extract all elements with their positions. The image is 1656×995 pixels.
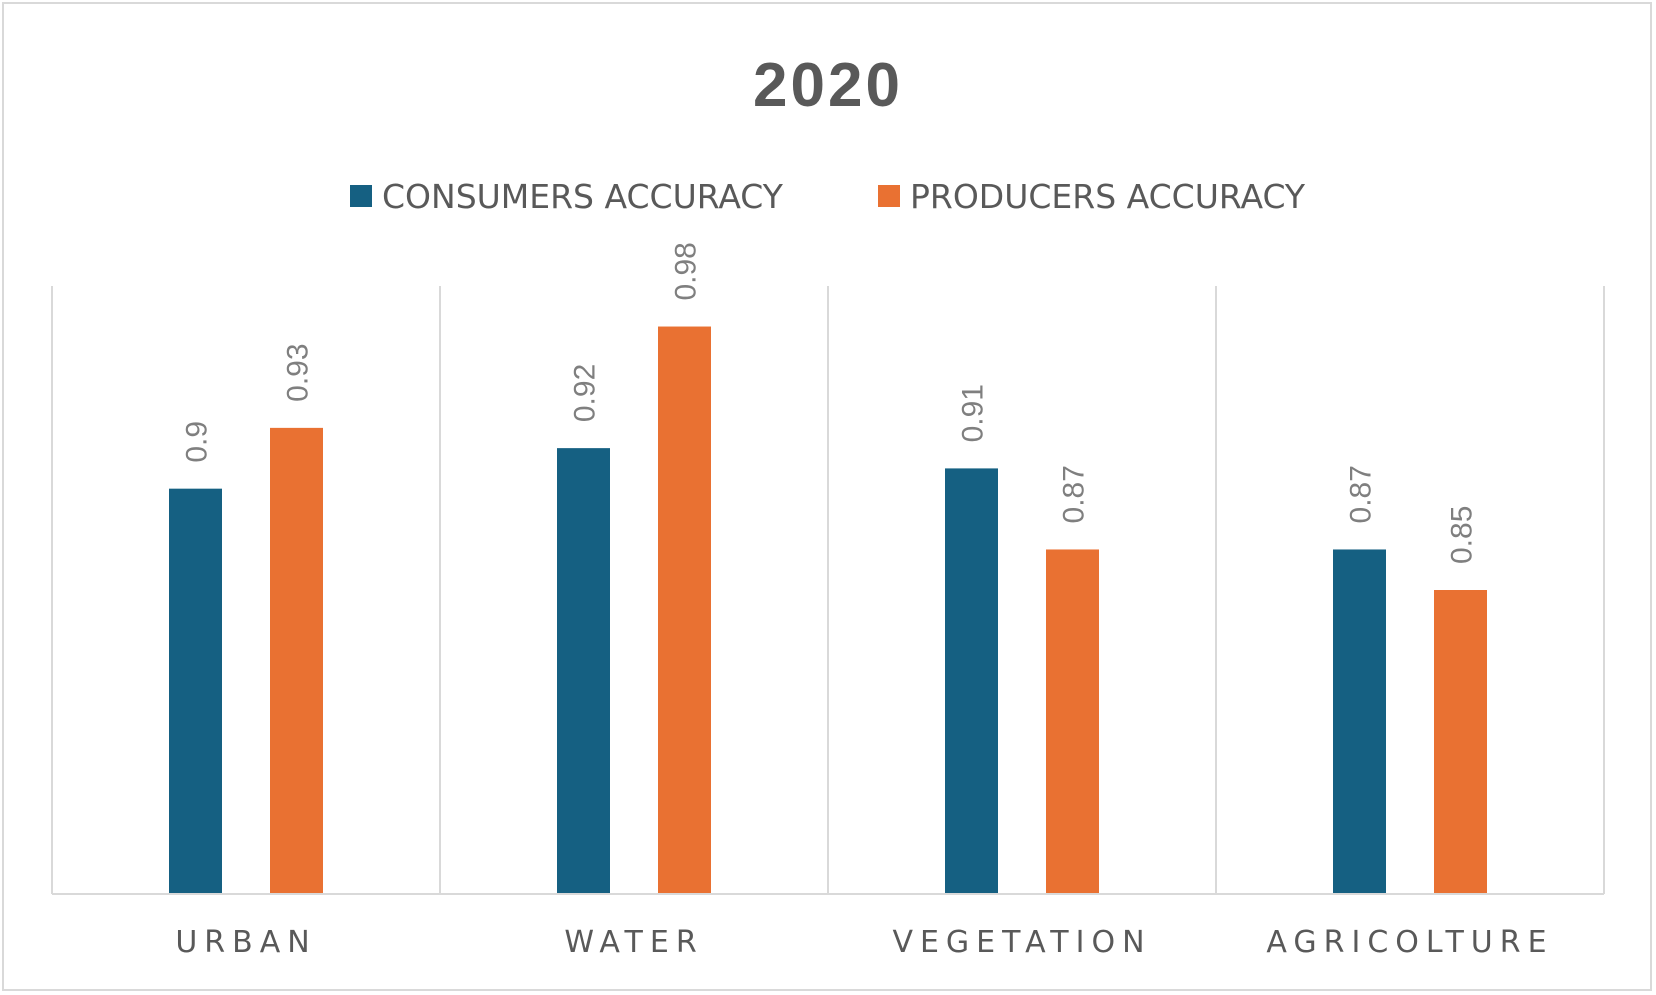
data-label-consumers-vegetation: 0.91 <box>957 384 990 442</box>
data-label-consumers-urban: 0.9 <box>181 421 214 463</box>
bar-producers-water <box>658 326 711 894</box>
bar-consumers-water <box>557 448 610 894</box>
bar-consumers-vegetation <box>945 468 998 894</box>
bar-consumers-agricolture <box>1333 549 1386 894</box>
category-label-vegetation: VEGETATION <box>892 925 1151 960</box>
bar-producers-agricolture <box>1434 590 1487 894</box>
legend-label-consumers: CONSUMERS ACCURACY <box>382 177 784 216</box>
data-label-producers-water: 0.98 <box>670 242 703 300</box>
category-label-urban: URBAN <box>175 925 316 960</box>
bar-producers-vegetation <box>1046 549 1099 894</box>
category-gridlines <box>51 286 1605 894</box>
legend-swatch-producers <box>878 185 900 207</box>
category-label-agricolture: AGRICOLTURE <box>1266 925 1553 960</box>
bar-consumers-urban <box>169 488 222 894</box>
category-labels: URBAN WATER VEGETATION AGRICOLTURE <box>175 925 1553 960</box>
data-labels: 0.9 0.93 0.92 0.98 0.91 0.87 0.87 0.85 <box>181 242 1479 564</box>
legend-swatch-consumers <box>350 185 372 207</box>
chart-title: 2020 <box>753 51 903 120</box>
data-label-consumers-agricolture: 0.87 <box>1345 465 1378 523</box>
data-label-producers-urban: 0.93 <box>282 343 315 401</box>
data-label-producers-vegetation: 0.87 <box>1058 465 1091 523</box>
data-label-consumers-water: 0.92 <box>569 364 602 422</box>
category-label-water: WATER <box>564 925 703 960</box>
bars <box>169 326 1487 894</box>
legend-label-producers: PRODUCERS ACCURACY <box>910 177 1306 216</box>
bar-producers-urban <box>270 427 323 894</box>
legend: CONSUMERS ACCURACY PRODUCERS ACCURACY <box>350 177 1306 216</box>
data-label-producers-agricolture: 0.85 <box>1446 506 1479 564</box>
